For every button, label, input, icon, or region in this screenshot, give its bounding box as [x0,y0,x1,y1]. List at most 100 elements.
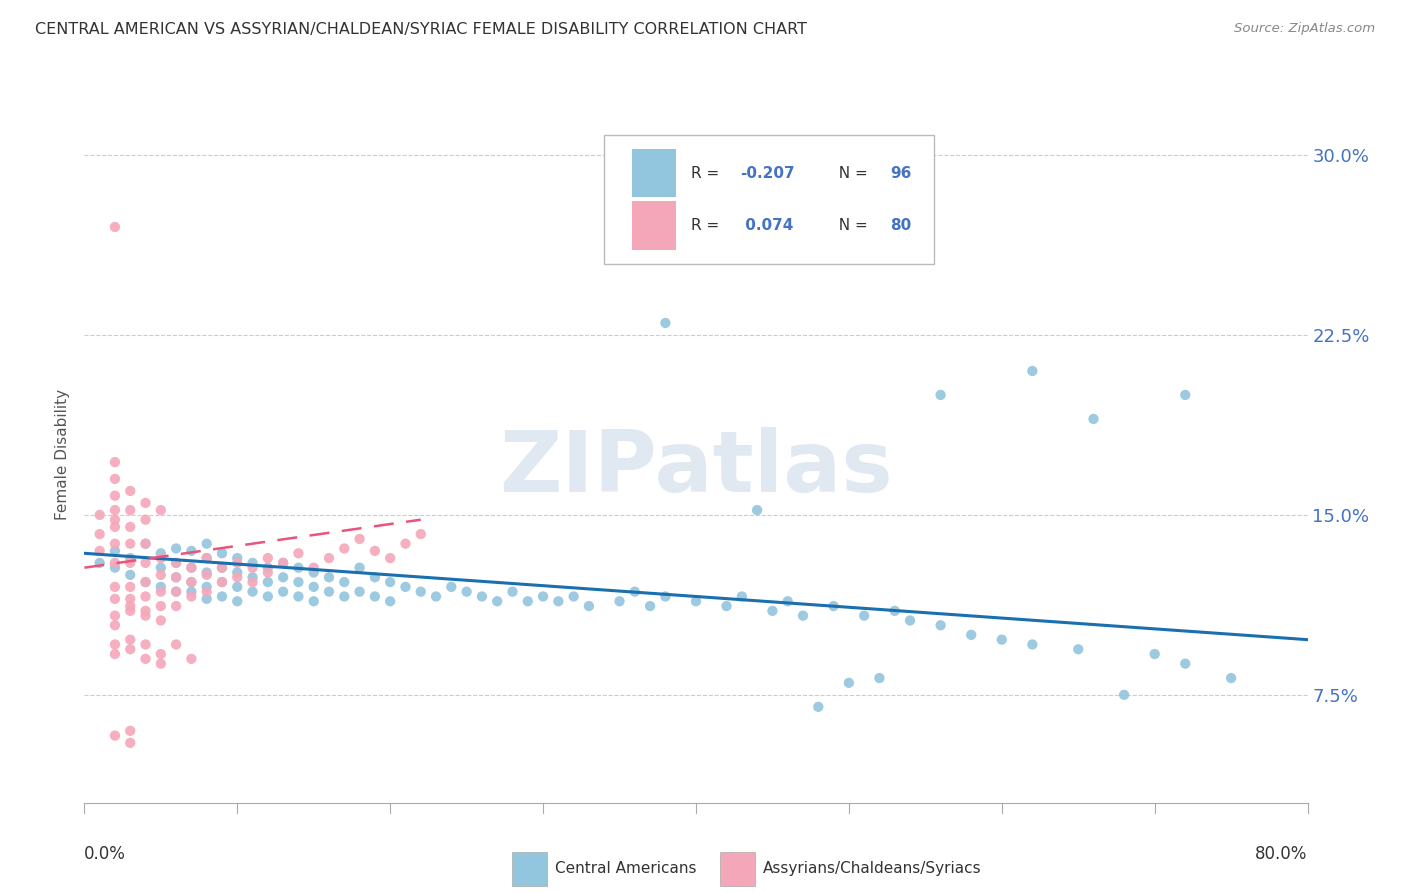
Text: R =: R = [692,166,724,181]
Point [226,570,249,584]
Point [104,513,127,527]
Point [135,637,157,651]
Point [287,560,309,574]
Point [349,560,371,574]
Point [89,527,111,541]
Point [425,590,447,604]
Point [257,590,280,604]
Point [120,567,142,582]
Point [609,594,631,608]
Point [104,544,127,558]
Point [349,532,371,546]
Point [271,556,294,570]
Point [302,594,325,608]
Point [257,566,280,580]
Point [104,729,127,743]
Point [120,551,142,566]
Text: R =: R = [692,218,724,233]
Point [380,594,402,608]
Point [165,599,187,613]
Point [271,556,294,570]
Point [149,551,172,566]
Bar [633,149,676,197]
Point [547,594,569,608]
Point [516,594,538,608]
Point [149,599,172,613]
Point [654,590,676,604]
Point [287,546,309,560]
Point [135,537,157,551]
Point [104,219,127,234]
Point [838,676,860,690]
Text: N =: N = [830,218,873,233]
Point [471,590,494,604]
Point [104,503,127,517]
Point [104,608,127,623]
Point [853,608,876,623]
Point [165,570,187,584]
Point [731,590,754,604]
Point [135,608,157,623]
Point [211,546,233,560]
Point [120,642,142,657]
Point [1083,412,1105,426]
Point [287,590,309,604]
Point [991,632,1014,647]
Point [226,594,249,608]
Point [242,556,264,570]
Point [502,584,524,599]
Point [318,551,340,566]
Point [1067,642,1090,657]
Point [302,566,325,580]
FancyBboxPatch shape [605,135,935,264]
Point [807,699,830,714]
Point [120,599,142,613]
Point [195,584,218,599]
Text: CENTRAL AMERICAN VS ASSYRIAN/CHALDEAN/SYRIAC FEMALE DISABILITY CORRELATION CHART: CENTRAL AMERICAN VS ASSYRIAN/CHALDEAN/SY… [35,22,807,37]
Point [1220,671,1243,685]
Point [149,647,172,661]
Point [135,496,157,510]
Text: 0.0%: 0.0% [84,845,127,863]
Text: N =: N = [830,166,873,181]
Point [135,604,157,618]
Point [1021,364,1043,378]
Point [1114,688,1136,702]
Point [211,575,233,590]
Point [149,580,172,594]
Point [1174,388,1197,402]
Point [211,560,233,574]
Point [149,567,172,582]
Point [226,566,249,580]
Point [195,567,218,582]
Point [562,590,585,604]
Point [120,556,142,570]
Point [180,590,202,604]
Point [440,580,463,594]
Point [271,584,294,599]
Point [349,584,371,599]
Point [135,575,157,590]
Point [257,560,280,574]
Point [104,647,127,661]
Point [104,637,127,651]
Point [242,575,264,590]
Point [135,537,157,551]
Point [685,594,707,608]
Point [165,570,187,584]
Point [104,556,127,570]
Point [271,570,294,584]
Point [165,584,187,599]
Point [960,628,983,642]
Point [195,566,218,580]
Point [149,614,172,628]
Point [104,455,127,469]
Point [180,575,202,590]
Point [149,560,172,574]
Text: 0.074: 0.074 [740,218,793,233]
Point [180,560,202,574]
Point [180,575,202,590]
Point [287,575,309,590]
Point [180,652,202,666]
Point [120,723,142,738]
